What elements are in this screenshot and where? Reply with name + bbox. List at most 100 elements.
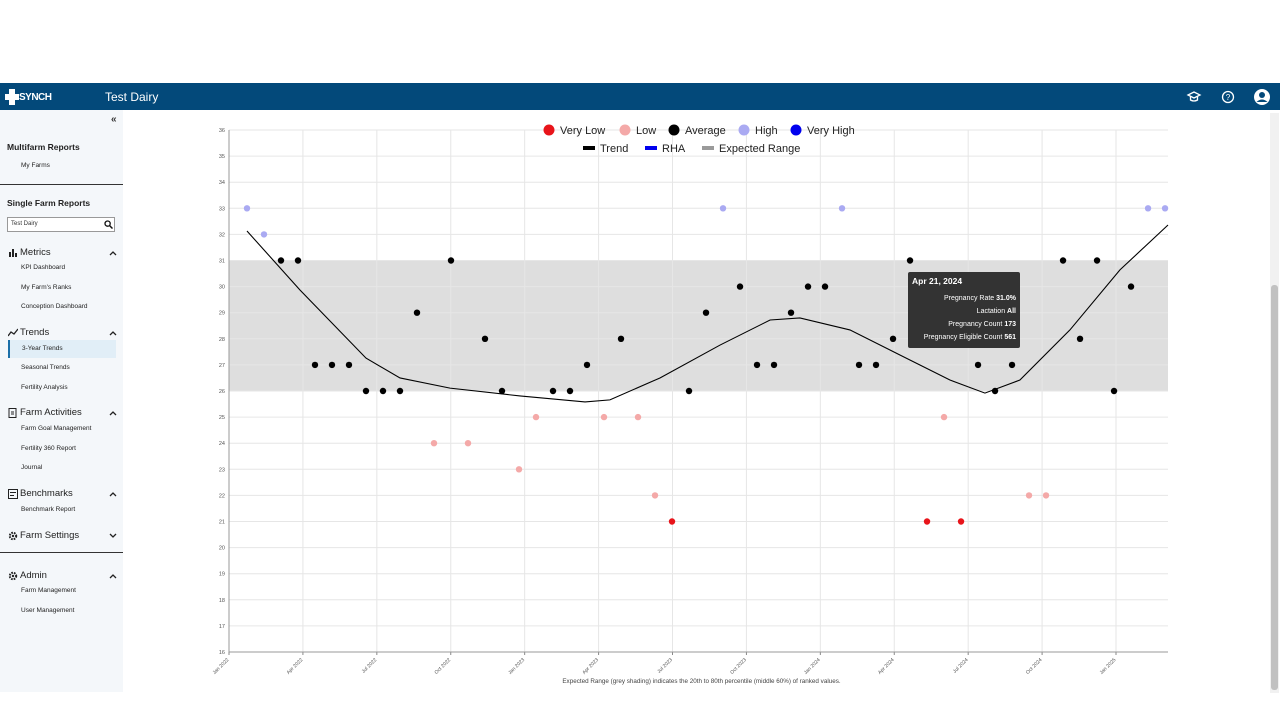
data-point — [362, 387, 370, 395]
y-tick-label: 23 — [219, 467, 225, 473]
legend-swatch — [668, 124, 680, 136]
menu-header[interactable]: Trends — [20, 327, 50, 338]
tooltip-row: Pregnancy Rate 31.0% — [944, 295, 1016, 302]
data-point — [940, 413, 948, 421]
logo[interactable]: SYNCH — [5, 88, 52, 106]
data-point — [1127, 283, 1135, 290]
y-tick-label: 32 — [219, 232, 225, 238]
menu-header[interactable]: Metrics — [20, 247, 51, 258]
data-point — [243, 205, 251, 212]
help-icon[interactable]: ? — [1221, 90, 1235, 104]
active-highlight — [8, 340, 116, 358]
data-point — [787, 309, 795, 316]
legend-label: Low — [636, 125, 656, 137]
x-tick-label: Jan 2023 — [507, 657, 526, 676]
tooltip-label: Pregnancy Count — [948, 321, 1003, 328]
header-bar: SYNCH Test Dairy ? — [0, 83, 1280, 110]
tooltip-value: 561 — [1004, 334, 1016, 341]
nav-item[interactable]: Farm Goal Management — [21, 425, 92, 432]
logo-icon — [5, 89, 19, 105]
x-tick-label: Apr 2022 — [286, 657, 305, 676]
legend-label: Very High — [807, 125, 855, 137]
menu-chevron[interactable] — [109, 491, 117, 497]
logo-text: SYNCH — [19, 92, 52, 103]
data-point — [498, 387, 506, 395]
collapse-button[interactable]: « — [111, 114, 117, 125]
data-point — [1161, 205, 1169, 212]
y-tick-label: 24 — [219, 441, 225, 447]
data-point — [532, 413, 540, 421]
menu-chevron[interactable] — [109, 573, 117, 579]
menu-icon — [8, 328, 18, 337]
sidebar: « Multifarm Reports My Farms Single Farm Re… — [0, 110, 123, 692]
nav-item[interactable]: KPI Dashboard — [21, 264, 66, 271]
legend-label: High — [755, 125, 778, 137]
menu-header[interactable]: Admin — [20, 570, 47, 581]
menu-chevron[interactable] — [109, 250, 117, 256]
data-point — [481, 335, 489, 342]
data-point — [923, 518, 931, 525]
y-tick-label: 33 — [219, 206, 225, 212]
nav-item[interactable]: Fertility Analysis — [21, 384, 68, 391]
nav-item[interactable]: 3-Year Trends — [22, 345, 63, 352]
x-tick-label: Oct 2023 — [729, 657, 748, 676]
data-point — [600, 413, 608, 421]
section-title: Single Farm Reports — [7, 198, 91, 208]
expected-range — [229, 260, 1168, 391]
legend-swatch — [790, 124, 802, 136]
search-icon[interactable] — [104, 220, 113, 229]
nav-item[interactable]: Farm Management — [21, 587, 76, 594]
y-tick-label: 20 — [219, 546, 225, 552]
data-point — [515, 466, 523, 473]
tooltip-value: All — [1007, 308, 1016, 315]
data-point — [634, 413, 642, 421]
legend-label: Average — [685, 125, 726, 137]
nav-item[interactable]: My Farms — [21, 162, 50, 169]
data-point — [838, 205, 846, 212]
nav-item[interactable]: User Management — [21, 607, 75, 614]
nav-item[interactable]: Fertility 360 Report — [21, 445, 76, 452]
y-tick-label: 27 — [219, 363, 225, 369]
data-point — [1025, 492, 1033, 499]
nav-item[interactable]: Conception Dashboard — [21, 303, 88, 310]
farm-search[interactable]: Test Dairy — [7, 217, 115, 232]
menu-chevron[interactable] — [109, 330, 117, 336]
nav-item[interactable]: Seasonal Trends — [21, 364, 70, 371]
y-tick-label: 29 — [219, 311, 225, 317]
divider — [0, 184, 123, 185]
y-tick-label: 18 — [219, 598, 225, 604]
account-icon[interactable] — [1254, 89, 1270, 105]
data-point — [855, 361, 863, 369]
scrollbar[interactable] — [1270, 113, 1279, 693]
x-tick-label: Oct 2024 — [1025, 657, 1044, 676]
menu-chevron[interactable] — [109, 533, 117, 539]
scrollbar-thumb[interactable] — [1271, 285, 1278, 690]
y-tick-label: 30 — [219, 285, 225, 291]
nav-item[interactable]: My Farm's Ranks — [21, 284, 72, 291]
data-point — [736, 283, 744, 290]
data-point — [719, 205, 727, 212]
y-tick-label: 16 — [219, 650, 225, 656]
tooltip: Apr 21, 2024 Pregnancy Rate 31.0% Lactati… — [908, 272, 1020, 348]
training-icon[interactable] — [1186, 91, 1202, 102]
x-tick-label: Apr 2024 — [877, 657, 896, 676]
nav-item[interactable]: Journal — [21, 464, 43, 471]
tooltip-label: Pregnancy Eligible Count — [923, 334, 1003, 341]
menu-icon — [8, 531, 18, 541]
legend-swatch — [619, 124, 631, 136]
tooltip-row: Pregnancy Count 173 — [948, 321, 1016, 328]
data-point — [345, 361, 353, 369]
header-icons: ? — [1186, 89, 1270, 105]
menu-chevron[interactable] — [109, 410, 117, 416]
x-tick-label: Jan 2025 — [1099, 657, 1118, 676]
menu-header[interactable]: Farm Activities — [20, 407, 82, 418]
data-point — [668, 518, 676, 525]
menu-header[interactable]: Farm Settings — [20, 530, 80, 541]
nav-item[interactable]: Benchmark Report — [21, 506, 76, 513]
tooltip-label: Pregnancy Rate — [943, 295, 995, 302]
data-point — [566, 387, 574, 395]
data-point — [413, 309, 421, 316]
chart: 16 17 18 19 20 21 22 23 24 25 26 27 28 29 30 31 32 33 34 35… — [212, 124, 1169, 685]
y-tick-label: 35 — [219, 154, 225, 160]
menu-header[interactable]: Benchmarks — [20, 488, 73, 499]
